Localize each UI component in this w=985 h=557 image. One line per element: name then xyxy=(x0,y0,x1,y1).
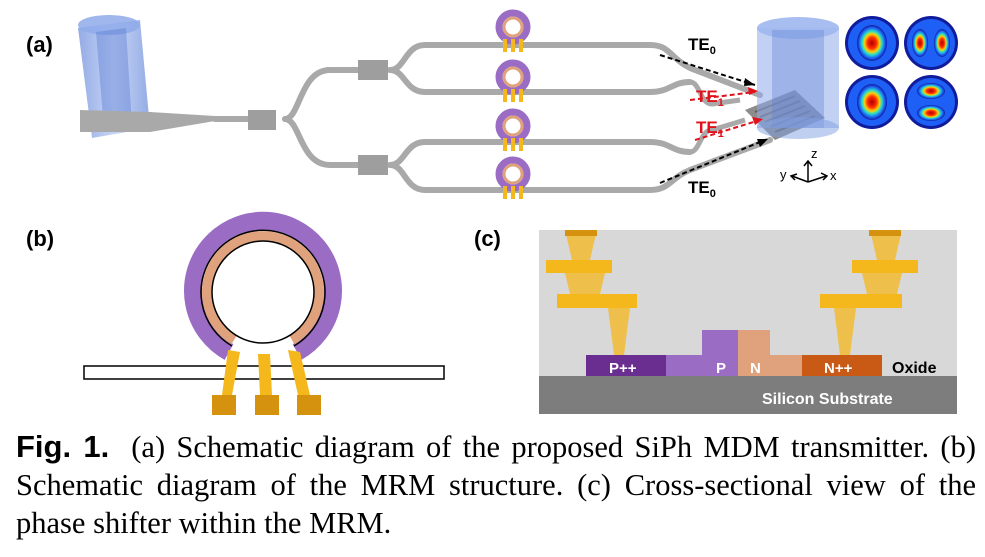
axis-z-label: z xyxy=(811,146,818,161)
panel-a-label: (a) xyxy=(26,32,53,57)
p-plus-plus-region xyxy=(586,355,666,376)
axis-x-label: x xyxy=(830,168,837,183)
mode-profile-te0-1 xyxy=(845,16,899,70)
electrode-left xyxy=(222,350,240,395)
n-region xyxy=(738,330,770,376)
substrate-label: Silicon Substrate xyxy=(762,391,893,408)
pad-left xyxy=(212,395,236,415)
mode-couplers xyxy=(689,79,746,155)
te1-label-bottom: TE1 xyxy=(696,118,724,140)
p-region xyxy=(702,330,738,376)
mrm-ring-2 xyxy=(495,59,531,102)
te0-label-top: TE0 xyxy=(688,35,716,57)
phase-shifter-cross-section xyxy=(539,230,957,414)
mrm-ring-1 xyxy=(495,9,531,52)
axis-y-label: y xyxy=(780,167,787,182)
mmi-splitter-2 xyxy=(358,60,388,80)
figure-caption: Fig. 1. (a) Schematic diagram of the prop… xyxy=(16,428,976,542)
electrode-right xyxy=(288,350,310,395)
caption-label: Fig. 1. xyxy=(16,429,110,464)
mrm-structure xyxy=(83,211,445,415)
n-plus-plus-label: N++ xyxy=(824,360,853,377)
caption-text: (a) Schematic diagram of the proposed Si… xyxy=(16,430,976,540)
p-plus-plus-label: P++ xyxy=(609,360,637,377)
pad-right xyxy=(297,395,321,415)
te1-label-top: TE1 xyxy=(696,87,724,109)
te0-label-bottom: TE0 xyxy=(688,178,716,200)
mode-arrows xyxy=(659,54,768,184)
mode-profile-te0-2 xyxy=(845,75,899,129)
mode-profile-te1-2 xyxy=(904,75,958,129)
silicon-substrate xyxy=(539,376,957,414)
oxide-label: Oxide xyxy=(892,360,937,377)
panel-b-label: (b) xyxy=(26,226,54,251)
mrm-ring-3 xyxy=(495,108,531,151)
output-fiber xyxy=(757,17,839,139)
mmi-splitter-1 xyxy=(248,110,276,130)
input-fiber xyxy=(78,15,150,138)
panel-c-label: (c) xyxy=(474,226,501,251)
mrm-ring-4 xyxy=(495,156,531,199)
waveguide-network xyxy=(80,42,773,193)
axes-indicator xyxy=(789,159,829,183)
mode-profile-te1-1 xyxy=(904,16,958,70)
electrode-center xyxy=(258,354,272,395)
n-plus-plus-region xyxy=(802,355,882,376)
mmi-splitter-3 xyxy=(358,155,388,175)
pad-center xyxy=(255,395,279,415)
p-label: P xyxy=(716,360,726,377)
n-label: N xyxy=(750,360,761,377)
